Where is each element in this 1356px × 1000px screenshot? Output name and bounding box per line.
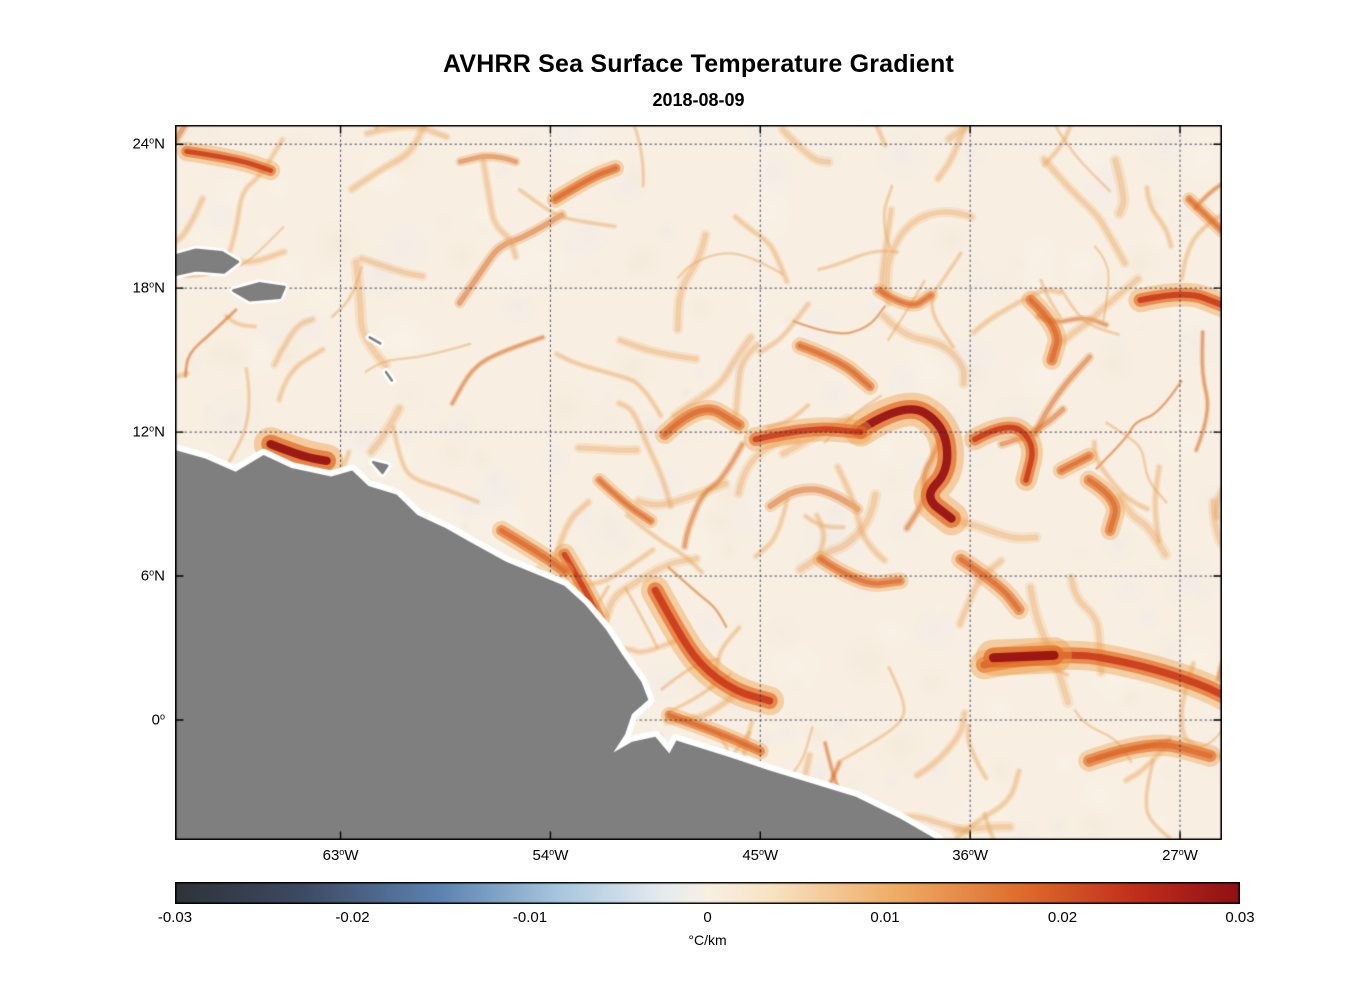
colorbar-tick-label: 0	[703, 909, 712, 926]
x-tick-label: 54oW	[532, 847, 569, 864]
colorbar	[175, 882, 1240, 904]
y-tick-label: 0o	[151, 711, 165, 729]
y-tick-label: 12oN	[132, 423, 165, 441]
figure-title: AVHRR Sea Surface Temperature Gradient	[443, 50, 954, 78]
colorbar-tick-label: 0.02	[1047, 909, 1078, 926]
map-plot: 24oN 18oN 12oN 6oN 0o 63oW 54oW 45oW 36oW 27oW	[132, 125, 1222, 864]
figure-subtitle: 2018-08-09	[652, 90, 745, 110]
colorbar-gradient	[175, 882, 1240, 904]
x-tick-label: 45oW	[742, 847, 779, 864]
colorbar-unit-label: °C/km	[688, 932, 727, 948]
y-tick-label: 18oN	[132, 279, 165, 297]
colorbar-tick-label: -0.02	[335, 909, 370, 926]
y-tick-label: 6oN	[140, 567, 165, 585]
x-tick-label: 36oW	[952, 847, 989, 864]
colorbar-tick-label: 0.01	[870, 909, 900, 926]
x-tick-label: 63oW	[322, 847, 359, 864]
sst-gradient-map	[175, 125, 1222, 840]
x-tick-label: 27oW	[1162, 847, 1198, 864]
y-tick-label: 24oN	[132, 135, 165, 153]
colorbar-tick-label: 0.03	[1225, 909, 1255, 926]
colorbar-tick-label: -0.01	[512, 909, 548, 926]
colorbar-tick-labels: -0.03 -0.02 -0.01 0 0.01 0.02 0.03	[158, 909, 1255, 927]
colorbar-tick-label: -0.03	[157, 909, 193, 926]
